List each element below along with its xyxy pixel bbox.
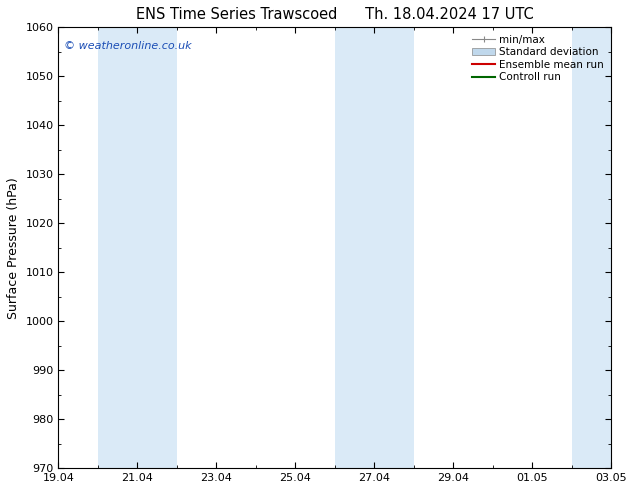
Title: ENS Time Series Trawscoed      Th. 18.04.2024 17 UTC: ENS Time Series Trawscoed Th. 18.04.2024… <box>136 7 534 22</box>
Bar <box>335 27 414 468</box>
Legend: min/max, Standard deviation, Ensemble mean run, Controll run: min/max, Standard deviation, Ensemble me… <box>470 32 606 84</box>
Bar <box>98 27 177 468</box>
Bar <box>572 27 631 468</box>
Y-axis label: Surface Pressure (hPa): Surface Pressure (hPa) <box>7 177 20 318</box>
Text: © weatheronline.co.uk: © weatheronline.co.uk <box>64 41 191 50</box>
